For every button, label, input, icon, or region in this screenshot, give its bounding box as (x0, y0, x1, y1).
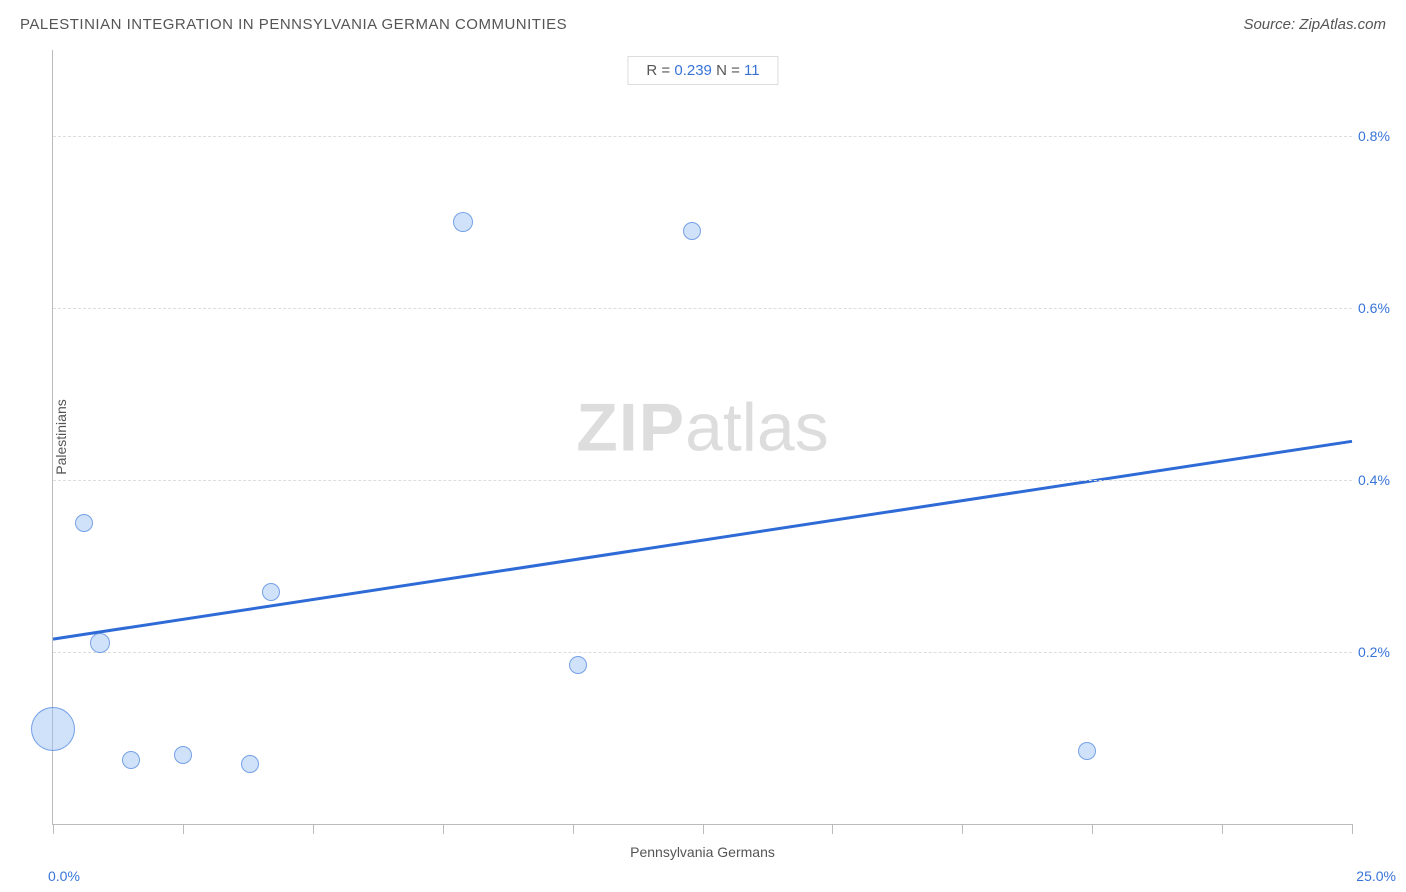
x-axis-label: Pennsylvania Germans (630, 844, 775, 860)
x-tick (183, 824, 184, 834)
data-point (569, 656, 587, 674)
x-tick (1352, 824, 1353, 834)
watermark: ZIPatlas (576, 389, 828, 467)
x-tick (1222, 824, 1223, 834)
gridline-h (53, 652, 1352, 653)
data-point (683, 222, 701, 240)
x-max-label: 25.0% (1356, 868, 1396, 884)
source-attribution: Source: ZipAtlas.com (1243, 16, 1386, 33)
x-tick (313, 824, 314, 834)
data-point (174, 746, 192, 764)
x-tick (962, 824, 963, 834)
watermark-atlas: atlas (685, 390, 829, 466)
data-point (241, 755, 259, 773)
x-min-label: 0.0% (48, 868, 80, 884)
x-tick (443, 824, 444, 834)
chart-title: PALESTINIAN INTEGRATION IN PENNSYLVANIA … (20, 16, 567, 33)
watermark-zip: ZIP (576, 390, 685, 466)
y-tick-label: 0.6% (1358, 300, 1406, 316)
data-point (90, 633, 110, 653)
stats-box: R = 0.239 N = 11 (627, 56, 778, 85)
scatter-plot-area: ZIPatlas Palestinians Pennsylvania Germa… (52, 50, 1352, 825)
r-label: R = (646, 62, 674, 79)
regression-line (53, 441, 1352, 639)
x-tick (832, 824, 833, 834)
gridline-h (53, 480, 1352, 481)
gridline-h (53, 136, 1352, 137)
data-point (122, 751, 140, 769)
regression-line-svg (53, 50, 1352, 824)
r-value: 0.239 (674, 62, 712, 79)
data-point (453, 212, 473, 232)
header: PALESTINIAN INTEGRATION IN PENNSYLVANIA … (0, 0, 1406, 48)
y-tick-label: 0.8% (1358, 128, 1406, 144)
data-point (75, 514, 93, 532)
x-tick (1092, 824, 1093, 834)
data-point (262, 583, 280, 601)
data-point (1078, 742, 1096, 760)
y-tick-label: 0.2% (1358, 644, 1406, 660)
x-tick (53, 824, 54, 834)
y-tick-label: 0.4% (1358, 472, 1406, 488)
data-point (31, 707, 75, 751)
x-tick (703, 824, 704, 834)
y-axis-label: Palestinians (53, 399, 69, 475)
n-label: N = (712, 62, 744, 79)
n-value: 11 (744, 62, 760, 79)
gridline-h (53, 308, 1352, 309)
x-tick (573, 824, 574, 834)
